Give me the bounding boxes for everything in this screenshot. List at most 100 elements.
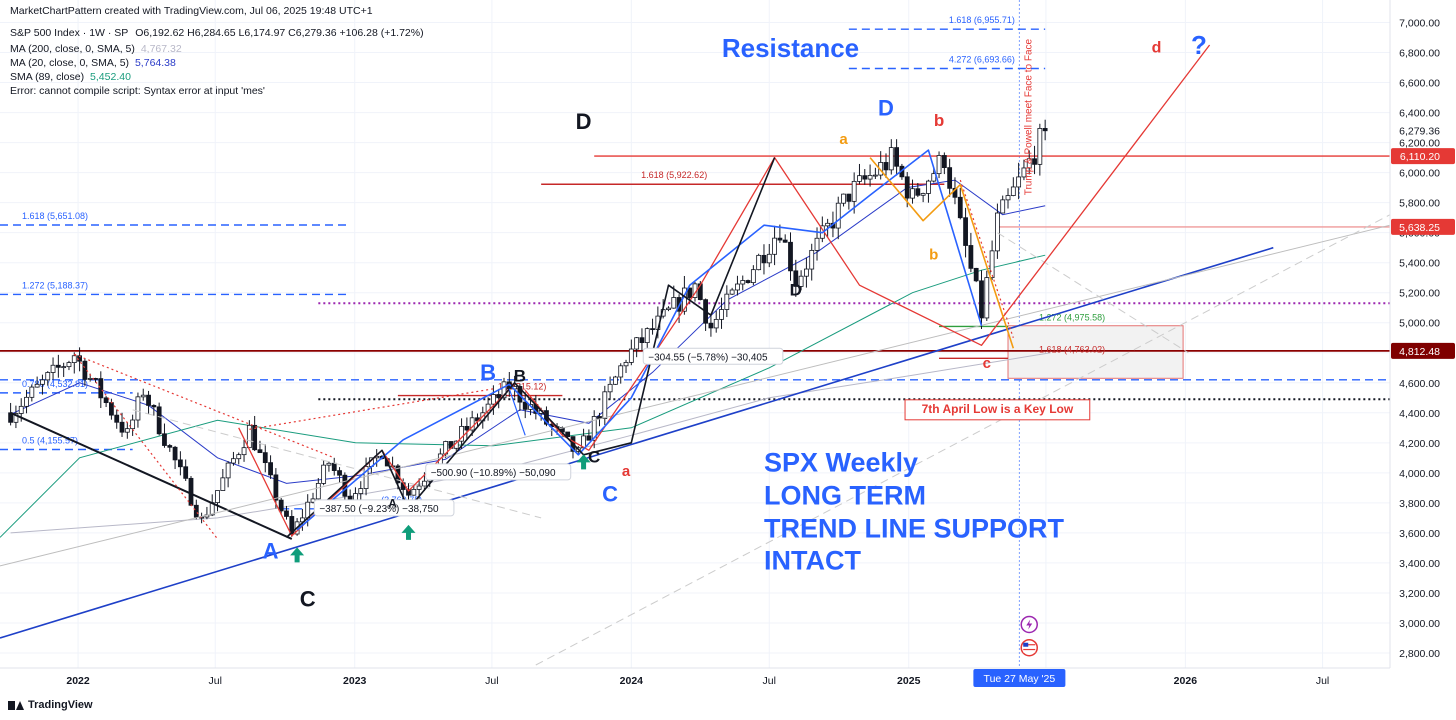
candle-up — [140, 394, 146, 398]
indicator-value: 5,452.40 — [90, 71, 131, 83]
price-tick-label: 5,000.00 — [1399, 318, 1440, 330]
candle-down — [151, 405, 157, 408]
candle-up — [613, 376, 618, 385]
candle-up — [490, 394, 496, 405]
candle-down — [947, 167, 953, 189]
candle-up — [1000, 199, 1006, 214]
chart-annotation: A — [388, 496, 397, 510]
horizontal-levels: 1.618 (5,651.08) 1.272 (5,188.37) 0.786 (4… — [0, 15, 1390, 510]
candle-up — [45, 372, 51, 381]
chart-annotation: D — [878, 96, 894, 121]
candle-down — [177, 459, 183, 468]
candle-up — [315, 483, 321, 500]
candle-up — [66, 362, 72, 368]
moving-average-line — [10, 352, 1051, 534]
chart-annotation: b — [934, 111, 944, 130]
up-arrow-icon — [576, 454, 591, 470]
candle-up — [729, 289, 735, 295]
chart-annotation: Resistance — [722, 33, 859, 63]
candle-up — [766, 253, 772, 264]
price-tag-label: 6,279.36 — [1399, 126, 1440, 138]
time-tick-label: Jul — [485, 675, 498, 687]
price-tick-label: 5,800.00 — [1399, 198, 1440, 210]
candle-up — [740, 280, 746, 285]
price-tag-label: 6,110.20 — [1400, 151, 1440, 163]
candle-up — [358, 488, 364, 494]
candle-up — [888, 147, 894, 171]
candle-down — [331, 462, 337, 472]
indicator-ma20[interactable]: MA (20, close, 0, SMA, 5) 5,764.38 — [10, 57, 176, 69]
indicator-ma200[interactable]: MA (200, close, 0, SMA, 5) 4,767.32 — [10, 43, 182, 55]
candle-up — [602, 391, 608, 419]
chart-annotation: INTACT — [764, 546, 861, 576]
chart-annotation: A — [263, 538, 279, 563]
time-tick-label: Jul — [1316, 675, 1329, 687]
attribution: MarketChartPattern created with TradingV… — [10, 5, 373, 17]
measure-box — [425, 463, 572, 481]
trend-line — [869, 157, 1015, 349]
trend-line — [535, 214, 1391, 666]
candle-down — [697, 283, 703, 301]
indicator-sma89[interactable]: SMA (89, close) 5,452.40 — [10, 71, 131, 83]
cursor-date-tag — [973, 669, 1066, 687]
moving-averages — [0, 179, 1051, 538]
flag-canton — [1023, 642, 1029, 647]
candle-up — [750, 269, 756, 284]
candle-up — [713, 318, 719, 329]
level-label: 1.272 (4,975.58) — [1039, 312, 1105, 322]
tradingview-logo-icon — [8, 700, 24, 711]
script-error: Error: cannot compile script: Syntax err… — [10, 85, 265, 97]
price-tick-label: 6,200.00 — [1399, 138, 1440, 150]
price-tag — [1391, 148, 1455, 165]
candle-up — [719, 309, 724, 320]
price-tick-label: 4,200.00 — [1399, 438, 1440, 450]
candle-down — [761, 254, 767, 264]
price-tick-label: 4,400.00 — [1399, 408, 1440, 420]
price-axis[interactable]: 2,800.00 3,000.00 3,200.00 3,400.00 3,600.00… — [1389, 0, 1456, 720]
candle-up — [984, 277, 990, 319]
level-label: 4.272 (6,693.66) — [949, 55, 1015, 65]
price-tick-label: 3,400.00 — [1399, 558, 1440, 570]
candle-up — [809, 249, 815, 270]
candle-up — [724, 293, 730, 310]
candle-up — [814, 237, 820, 251]
candle-up — [1016, 176, 1022, 188]
time-axis[interactable]: 2022Jul2023Jul2024Jul2025Jul2026JulTue 2… — [0, 667, 1390, 688]
candle-down — [82, 360, 88, 380]
candle-down — [268, 462, 273, 476]
candle-up — [1026, 158, 1032, 169]
candle-down — [278, 499, 284, 512]
candle-up — [71, 355, 77, 363]
price-tick-label: 6,800.00 — [1399, 48, 1440, 60]
candle-up — [989, 250, 995, 279]
candle-down — [183, 466, 189, 479]
indicator-label: MA (20, close, 0, SMA, 5) — [10, 57, 130, 69]
candle-up — [13, 413, 19, 423]
trend-line — [285, 157, 776, 538]
cursor-date-label: Tue 27 May '25 — [984, 673, 1056, 685]
price-tick-label: 6,400.00 — [1399, 108, 1440, 120]
candle-up — [936, 155, 942, 175]
annotation-box — [904, 399, 1091, 421]
candle-up — [1021, 167, 1027, 178]
time-tick-label: 2026 — [1174, 675, 1198, 687]
level-label: 1.618 (5,922.62) — [641, 170, 707, 180]
footer-brand[interactable]: TradingView — [8, 699, 93, 711]
candle-down — [1032, 158, 1037, 165]
candle-up — [24, 396, 29, 407]
candle-up — [1037, 128, 1043, 165]
trend-line — [524, 44, 1211, 451]
symbol-label[interactable]: S&P 500 Index · 1W · SP — [10, 27, 129, 39]
chart-annotation: B — [514, 366, 526, 385]
candle-down — [406, 489, 411, 496]
trend-line — [132, 409, 542, 519]
candle-down — [904, 176, 910, 199]
candle-down — [793, 270, 799, 287]
time-tick-label: 2023 — [343, 675, 367, 687]
candle-down — [522, 401, 528, 410]
price-tick-label: 3,600.00 — [1399, 528, 1440, 540]
price-tag — [1391, 122, 1455, 139]
candle-up — [671, 297, 677, 309]
candle-up — [124, 428, 130, 433]
